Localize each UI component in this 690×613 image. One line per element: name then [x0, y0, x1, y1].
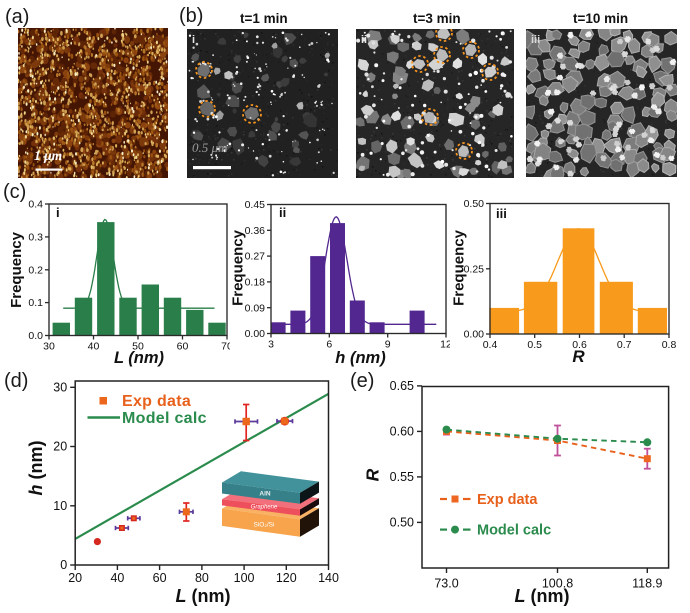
- svg-text:20: 20: [53, 440, 67, 454]
- svg-text:L (nm): L (nm): [114, 349, 165, 367]
- svg-text:30: 30: [53, 381, 67, 395]
- svg-text:80: 80: [195, 571, 209, 585]
- svg-text:R: R: [363, 468, 383, 481]
- svg-text:L (nm): L (nm): [515, 586, 570, 606]
- svg-text:0.7: 0.7: [617, 339, 632, 351]
- svg-text:Frequency: Frequency: [8, 231, 25, 308]
- svg-text:0.50: 0.50: [390, 516, 414, 530]
- svg-text:L (nm): L (nm): [176, 586, 231, 606]
- svg-text:40: 40: [88, 341, 100, 353]
- svg-text:0.6: 0.6: [572, 339, 587, 351]
- svg-text:h (nm): h (nm): [26, 441, 46, 496]
- svg-text:40: 40: [110, 571, 124, 585]
- svg-text:Graphene: Graphene: [251, 504, 278, 510]
- svg-text:120: 120: [276, 571, 297, 585]
- svg-text:iii: iii: [496, 206, 507, 221]
- svg-text:0.00: 0.00: [245, 328, 266, 340]
- svg-text:iii: iii: [531, 34, 540, 46]
- svg-text:0.09: 0.09: [245, 302, 266, 314]
- svg-text:0: 0: [60, 558, 67, 572]
- svg-text:h (nm): h (nm): [335, 349, 386, 367]
- svg-text:0.1: 0.1: [28, 297, 43, 309]
- svg-text:30: 30: [43, 341, 55, 353]
- svg-text:Frequency: Frequency: [230, 229, 247, 306]
- svg-text:60: 60: [177, 341, 189, 353]
- svg-text:0.2: 0.2: [28, 264, 43, 276]
- svg-text:0.5: 0.5: [527, 339, 542, 351]
- svg-text:0.00: 0.00: [464, 329, 485, 341]
- svg-text:0.4: 0.4: [483, 339, 498, 351]
- svg-text:0.27: 0.27: [245, 251, 266, 263]
- svg-text:ii: ii: [361, 34, 367, 46]
- svg-text:SiO₂/Si: SiO₂/Si: [254, 522, 275, 529]
- svg-text:60: 60: [153, 571, 167, 585]
- svg-text:20: 20: [68, 571, 82, 585]
- svg-text:100.8: 100.8: [542, 577, 573, 591]
- svg-text:0.55: 0.55: [390, 470, 414, 484]
- svg-text:0.18: 0.18: [245, 277, 266, 289]
- svg-text:AlN: AlN: [259, 491, 271, 498]
- svg-text:Frequency: Frequency: [451, 229, 468, 306]
- svg-text:12: 12: [440, 339, 450, 351]
- svg-text:1 μm: 1 μm: [34, 148, 62, 163]
- svg-text:73.0: 73.0: [434, 577, 458, 591]
- svg-text:0.60: 0.60: [390, 425, 414, 439]
- svg-text:ii: ii: [279, 205, 286, 220]
- svg-text:0.65: 0.65: [390, 379, 414, 393]
- svg-text:70: 70: [221, 341, 230, 353]
- svg-text:50: 50: [132, 341, 144, 353]
- svg-text:3: 3: [268, 339, 274, 351]
- svg-text:0.5 μm: 0.5 μm: [192, 140, 227, 155]
- svg-text:9: 9: [385, 339, 391, 351]
- svg-text:Exp data: Exp data: [477, 492, 538, 508]
- svg-text:118.9: 118.9: [632, 577, 662, 591]
- svg-text:0.4: 0.4: [28, 199, 43, 211]
- svg-text:0.25: 0.25: [464, 263, 485, 275]
- svg-text:140: 140: [318, 571, 339, 585]
- svg-text:R: R: [572, 347, 585, 366]
- svg-text:Model calc: Model calc: [477, 523, 551, 539]
- svg-text:Exp data: Exp data: [122, 393, 191, 410]
- svg-text:0.50: 0.50: [464, 198, 485, 210]
- svg-text:6: 6: [326, 339, 332, 351]
- svg-text:10: 10: [53, 499, 67, 513]
- svg-text:0.0: 0.0: [28, 330, 43, 342]
- svg-text:0.45: 0.45: [245, 199, 266, 211]
- svg-text:Model calc: Model calc: [122, 410, 207, 427]
- svg-text:0.36: 0.36: [245, 225, 266, 237]
- svg-text:0.3: 0.3: [28, 232, 43, 244]
- svg-text:0.8: 0.8: [662, 339, 677, 351]
- svg-text:i: i: [56, 205, 60, 220]
- svg-text:100: 100: [234, 571, 255, 585]
- svg-text:i: i: [192, 34, 195, 46]
